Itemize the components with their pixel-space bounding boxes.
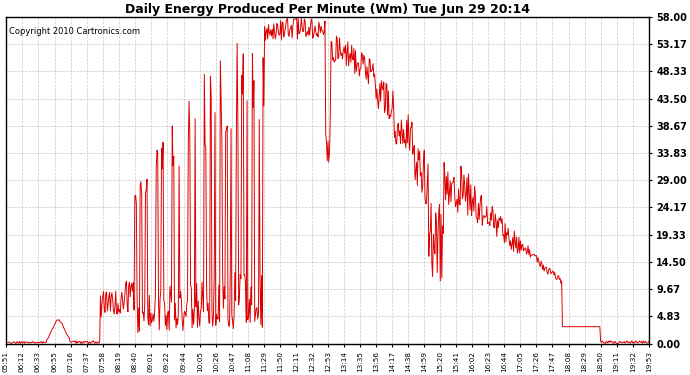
Title: Daily Energy Produced Per Minute (Wm) Tue Jun 29 20:14: Daily Energy Produced Per Minute (Wm) Tu…	[125, 3, 530, 16]
Text: Copyright 2010 Cartronics.com: Copyright 2010 Cartronics.com	[9, 27, 140, 36]
